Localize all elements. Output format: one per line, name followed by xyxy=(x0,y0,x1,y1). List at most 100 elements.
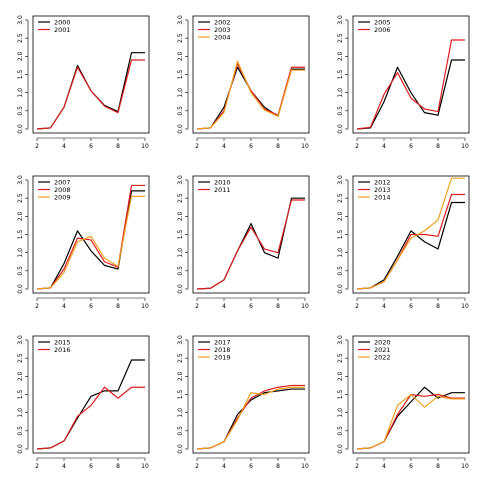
legend-label: 2005 xyxy=(374,18,391,26)
legend-label: 2012 xyxy=(374,178,391,186)
series-line-2014 xyxy=(356,177,465,290)
y-tick-label: 2.5 xyxy=(177,193,184,203)
y-tick-label: 1.5 xyxy=(17,230,24,240)
y-tick-label: 2.5 xyxy=(177,33,184,43)
x-tick-label: 2 xyxy=(355,463,359,470)
y-tick-label: 0.0 xyxy=(177,444,184,454)
x-tick-label: 10 xyxy=(141,143,149,150)
series-line-2013 xyxy=(356,193,465,290)
legend-label: 2011 xyxy=(214,186,231,194)
y-tick-label: 1.0 xyxy=(177,88,184,98)
series-line-2016 xyxy=(36,386,145,450)
x-tick-label: 8 xyxy=(116,143,120,150)
y-tick-label: 1.5 xyxy=(177,390,184,400)
x-tick-label: 8 xyxy=(116,463,120,470)
y-tick-label: 1.5 xyxy=(337,230,344,240)
x-tick-label: 4 xyxy=(382,303,386,310)
legend-label: 2010 xyxy=(214,178,231,186)
y-tick-label: 2.0 xyxy=(177,211,184,221)
x-tick-label: 4 xyxy=(222,303,226,310)
y-tick-label: 2.0 xyxy=(177,371,184,381)
legend-label: 2000 xyxy=(54,18,71,26)
y-tick-label: 1.0 xyxy=(177,408,184,418)
y-tick-label: 2.5 xyxy=(337,33,344,43)
y-tick-label: 1.0 xyxy=(337,88,344,98)
x-tick-label: 6 xyxy=(89,143,93,150)
legend-label: 2019 xyxy=(214,353,231,361)
plot-frame xyxy=(192,335,310,454)
y-tick-label: 3.0 xyxy=(337,175,344,185)
series-line-2004 xyxy=(196,60,305,130)
legend-label: 2008 xyxy=(54,186,71,194)
y-tick-label: 1.0 xyxy=(177,248,184,258)
x-tick-label: 8 xyxy=(276,463,280,470)
y-tick-label: 3.0 xyxy=(337,335,344,345)
x-tick-label: 2 xyxy=(355,143,359,150)
x-tick-label: 2 xyxy=(35,143,39,150)
x-tick-label: 2 xyxy=(35,463,39,470)
x-tick-label: 4 xyxy=(62,143,66,150)
x-tick-label: 2 xyxy=(195,143,199,150)
y-tick-label: 2.5 xyxy=(337,353,344,363)
y-tick-label: 3.0 xyxy=(337,15,344,25)
x-tick-label: 10 xyxy=(301,143,309,150)
plot-frame xyxy=(192,175,310,294)
y-tick-label: 2.5 xyxy=(17,193,24,203)
x-tick-label: 2 xyxy=(195,463,199,470)
y-tick-label: 0.5 xyxy=(337,106,344,116)
legend-label: 2007 xyxy=(54,178,71,186)
y-tick-label: 1.0 xyxy=(337,408,344,418)
series-line-2003 xyxy=(196,62,305,130)
x-tick-label: 4 xyxy=(382,143,386,150)
y-tick-label: 0.5 xyxy=(177,106,184,116)
legend-label: 2014 xyxy=(374,193,391,201)
plot-frame xyxy=(32,175,150,294)
x-tick-label: 2 xyxy=(355,303,359,310)
y-tick-label: 2.0 xyxy=(337,51,344,61)
y-tick-label: 1.0 xyxy=(17,88,24,98)
y-tick-label: 0.0 xyxy=(337,284,344,294)
series-line-2006 xyxy=(356,39,465,130)
x-tick-label: 8 xyxy=(276,303,280,310)
y-tick-label: 2.0 xyxy=(177,51,184,61)
y-tick-label: 0.5 xyxy=(17,426,24,436)
y-tick-label: 3.0 xyxy=(177,15,184,25)
y-tick-label: 0.5 xyxy=(337,266,344,276)
series-line-2011 xyxy=(196,199,305,290)
series-line-2019 xyxy=(196,386,305,450)
plot-frame xyxy=(192,15,310,134)
x-tick-label: 10 xyxy=(461,463,469,470)
legend-label: 2002 xyxy=(214,18,231,26)
y-tick-label: 2.0 xyxy=(337,371,344,381)
legend-label: 2017 xyxy=(214,338,231,346)
y-tick-label: 1.0 xyxy=(17,408,24,418)
series-line-2022 xyxy=(356,393,465,450)
y-tick-label: 3.0 xyxy=(177,175,184,185)
x-tick-label: 4 xyxy=(382,463,386,470)
legend-label: 2015 xyxy=(54,338,71,346)
legend-label: 2004 xyxy=(214,33,231,41)
x-tick-label: 6 xyxy=(249,143,253,150)
y-tick-label: 2.0 xyxy=(17,51,24,61)
plot-frame xyxy=(32,15,150,134)
series-line-2012 xyxy=(356,201,465,290)
y-tick-label: 2.5 xyxy=(17,33,24,43)
x-tick-label: 4 xyxy=(62,303,66,310)
y-tick-label: 0.5 xyxy=(17,106,24,116)
legend-label: 2009 xyxy=(54,193,71,201)
legend-label: 2013 xyxy=(374,186,391,194)
